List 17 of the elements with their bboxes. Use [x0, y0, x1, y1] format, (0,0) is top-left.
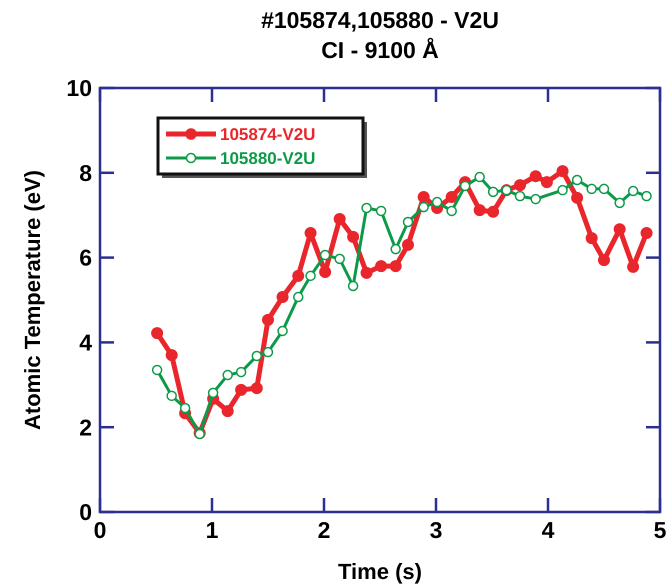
y-tick-label: 8	[79, 160, 92, 186]
x-tick-label: 2	[318, 517, 330, 543]
x-axis-title: Time (s)	[338, 559, 422, 584]
y-axis-title: Atomic Temperature (eV)	[20, 170, 45, 430]
x-tick-label: 4	[542, 517, 555, 543]
y-tick-label: 6	[79, 244, 92, 271]
y-tick-label: 0	[79, 499, 92, 526]
y-tick-label: 4	[79, 329, 92, 356]
legend-label: 105874-V2U	[220, 124, 316, 144]
chart-title: #105874,105880 - V2U	[261, 7, 499, 33]
x-tick-label: 3	[430, 517, 442, 543]
x-tick-label: 1	[206, 517, 219, 543]
chart-subtitle: CI - 9100 Å	[321, 37, 439, 63]
y-tick-label: 2	[79, 414, 92, 440]
legend-label: 105880-V2U	[220, 148, 316, 168]
x-tick-label: 5	[654, 517, 667, 543]
y-tick-label: 10	[66, 75, 92, 102]
